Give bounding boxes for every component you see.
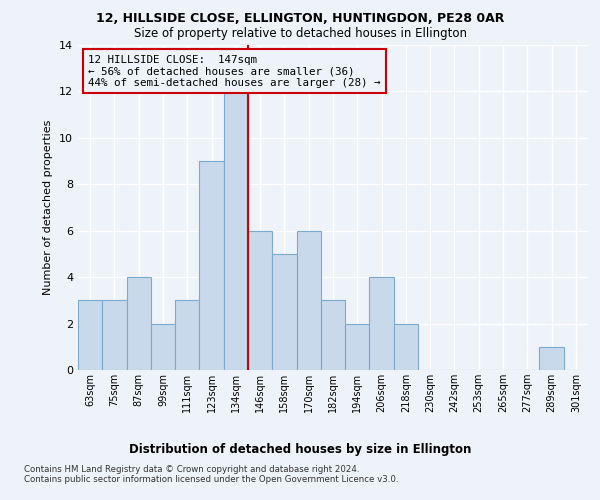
Bar [345,324,370,370]
Bar [539,347,564,370]
Bar [151,324,175,370]
Bar [272,254,296,370]
Bar [394,324,418,370]
Text: 12, HILLSIDE CLOSE, ELLINGTON, HUNTINGDON, PE28 0AR: 12, HILLSIDE CLOSE, ELLINGTON, HUNTINGDO… [96,12,504,26]
Bar [199,161,224,370]
Bar [370,277,394,370]
Bar [296,230,321,370]
Bar [224,92,248,370]
Bar [102,300,127,370]
Bar [248,230,272,370]
Text: Contains HM Land Registry data © Crown copyright and database right 2024.
Contai: Contains HM Land Registry data © Crown c… [24,465,398,484]
Bar [127,277,151,370]
Y-axis label: Number of detached properties: Number of detached properties [43,120,53,295]
Text: Distribution of detached houses by size in Ellington: Distribution of detached houses by size … [129,442,471,456]
Bar [321,300,345,370]
Bar [175,300,199,370]
Text: 12 HILLSIDE CLOSE:  147sqm
← 56% of detached houses are smaller (36)
44% of semi: 12 HILLSIDE CLOSE: 147sqm ← 56% of detac… [88,54,381,88]
Text: Size of property relative to detached houses in Ellington: Size of property relative to detached ho… [133,28,467,40]
Bar [78,300,102,370]
